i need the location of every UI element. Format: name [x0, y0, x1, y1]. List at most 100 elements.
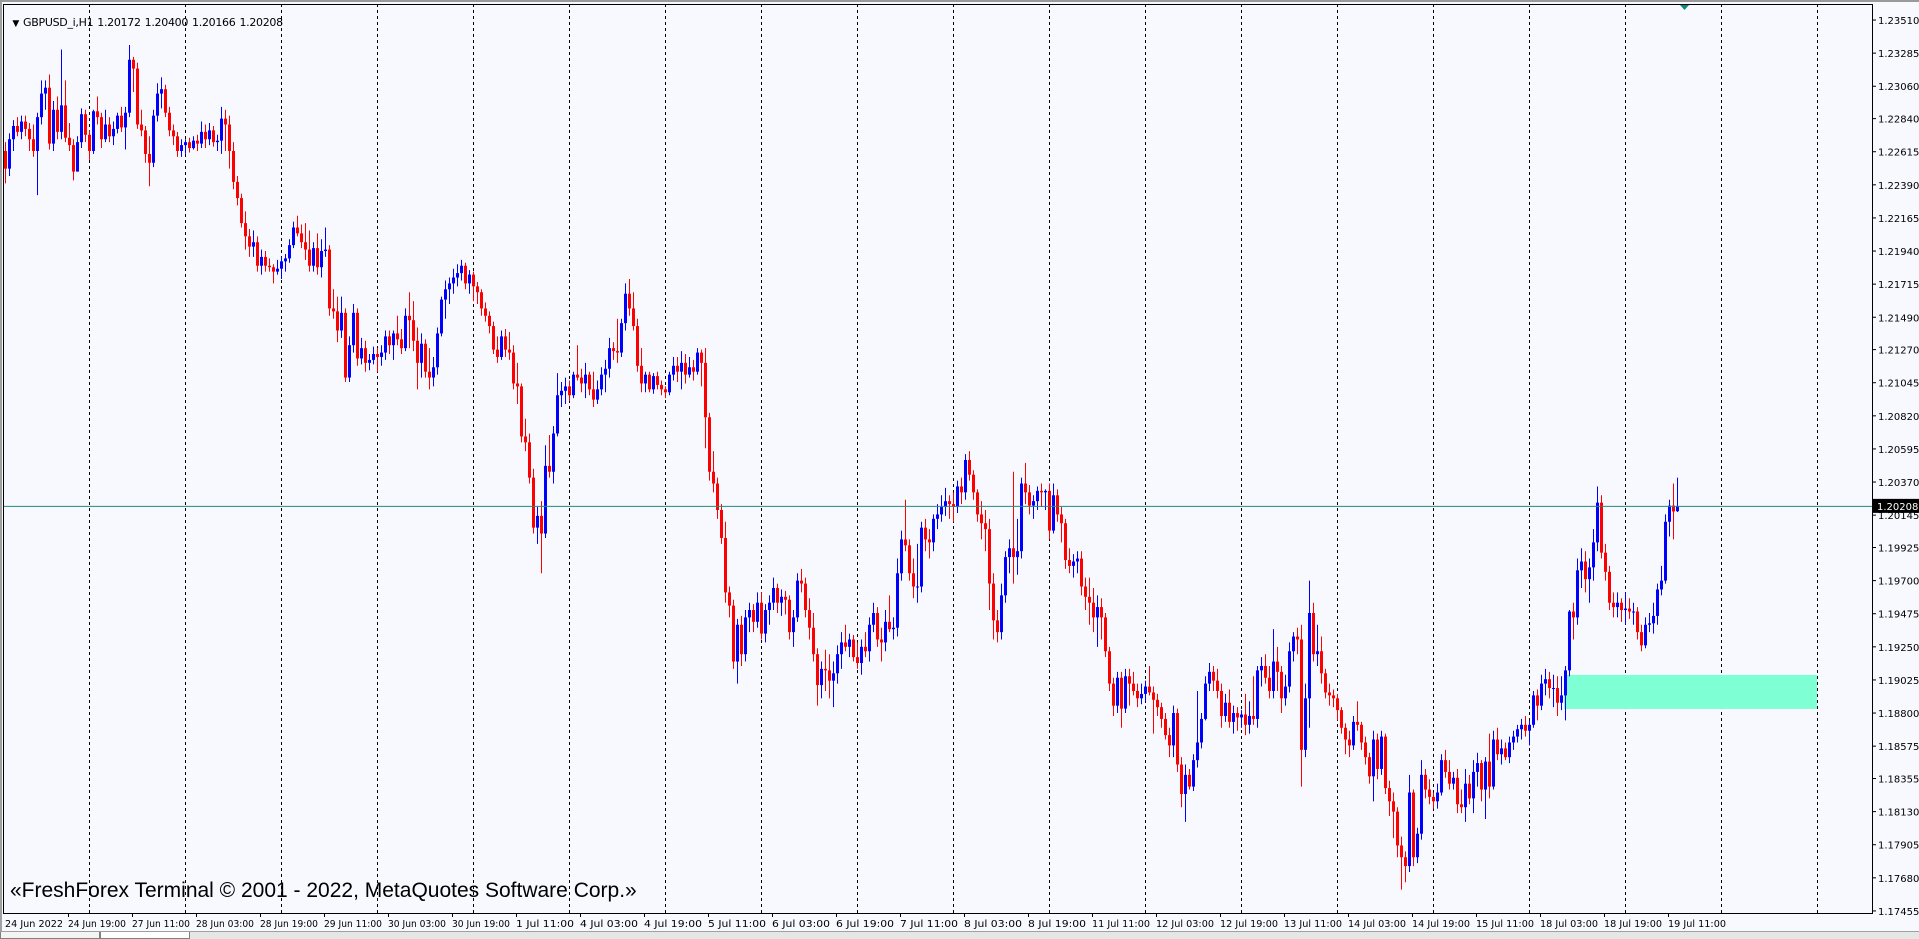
candle-body-bull — [1240, 714, 1243, 718]
candle — [1584, 551, 1587, 593]
candle — [384, 330, 387, 360]
candle — [1016, 518, 1019, 575]
candle — [776, 583, 779, 613]
candle — [940, 495, 943, 522]
candle — [168, 106, 171, 137]
candle — [284, 253, 287, 272]
candle-body-bear — [1108, 651, 1111, 684]
candle-body-bull — [1304, 698, 1307, 750]
candle — [152, 109, 155, 168]
candle — [636, 318, 639, 372]
candle-body-bear — [728, 592, 731, 606]
candle — [308, 230, 311, 272]
candle-body-bear — [948, 501, 951, 505]
candle-body-bull — [1472, 771, 1475, 799]
candle-body-bear — [68, 137, 71, 146]
candle-body-bear — [1128, 676, 1131, 684]
candle — [1324, 668, 1327, 699]
price-tick-label: 1.21940 — [1878, 247, 1919, 258]
candle — [1180, 757, 1183, 808]
candle-body-bull — [1272, 661, 1275, 691]
candle-body-bull — [688, 367, 691, 375]
candle-body-bull — [744, 617, 747, 655]
candle — [1040, 483, 1043, 508]
candle-body-bear — [1336, 698, 1339, 711]
chart-shift-marker-icon[interactable] — [1680, 5, 1689, 10]
triangle-down-icon[interactable]: ▼ — [12, 19, 20, 29]
terminal-watermark: «FreshForex Terminal © 2001 - 2022, Meta… — [10, 879, 637, 902]
price-zone-rectangle[interactable] — [1564, 674, 1817, 709]
candle — [1392, 792, 1395, 839]
candle-body-bull — [112, 128, 115, 137]
candle-body-bear — [1344, 727, 1347, 740]
candle — [612, 342, 615, 360]
candle — [960, 477, 963, 505]
price-tick-label: 1.18355 — [1878, 775, 1919, 786]
candle-body-bull — [680, 362, 683, 372]
candle — [732, 599, 735, 669]
time-axis[interactable]: 24 Jun 2022 24 Jun 19:00 27 Jun 11:00 28 Ju… — [5, 913, 1726, 930]
candle-body-bear — [1608, 571, 1611, 603]
candle-body-bull — [1564, 670, 1567, 696]
candle — [160, 77, 163, 109]
price-tick-label: 1.17905 — [1878, 841, 1919, 852]
candle — [880, 627, 883, 662]
candle — [44, 80, 47, 110]
candle — [728, 586, 731, 618]
candle — [1244, 693, 1247, 736]
time-tick-label: 27 Jun 11:00 — [132, 919, 190, 930]
candle-body-bear — [376, 354, 379, 357]
candle — [908, 539, 911, 581]
candle-body-bull — [1096, 607, 1099, 618]
candle-body-bear — [1244, 714, 1247, 725]
candle-body-bull — [1552, 688, 1555, 690]
candle-body-bull — [756, 602, 759, 622]
candle-body-bear — [1548, 679, 1551, 689]
candle — [364, 340, 367, 372]
candle — [1344, 723, 1347, 755]
candle — [912, 558, 915, 599]
candle — [1424, 768, 1427, 799]
candles — [4, 45, 1679, 890]
candle-body-bear — [824, 668, 827, 671]
candle — [84, 109, 87, 143]
candle-body-bull — [1032, 501, 1035, 506]
candle-body-bear — [136, 68, 139, 125]
candle — [1160, 702, 1163, 728]
candle — [1360, 721, 1363, 750]
price-tick-label: 1.21715 — [1878, 280, 1919, 291]
candle-body-bull — [696, 352, 699, 372]
price-tick-label: 1.18130 — [1878, 808, 1919, 819]
price-tick-label: 1.22165 — [1878, 214, 1919, 225]
candle-body-bear — [488, 315, 491, 327]
price-axis[interactable]: 1.23510 1.23285 1.23060 1.22840 1.22615 1.223… — [1872, 16, 1919, 918]
candle — [312, 242, 315, 272]
candle-body-bear — [1340, 710, 1343, 728]
candle-body-bear — [876, 612, 879, 640]
candle — [484, 302, 487, 322]
price-tick-label: 1.23060 — [1878, 82, 1919, 93]
candle — [1624, 592, 1627, 625]
candle — [836, 645, 839, 684]
candle — [436, 327, 439, 375]
candle-body-bull — [848, 639, 851, 647]
candle-body-bear — [1040, 490, 1043, 493]
candle — [248, 228, 251, 257]
candle-body-bull — [92, 111, 95, 151]
candle-body-bear — [1056, 495, 1059, 515]
candle — [1256, 665, 1259, 728]
price-tick-label: 1.22390 — [1878, 181, 1919, 192]
candle-body-bull — [1288, 651, 1291, 687]
candle-body-bull — [1196, 742, 1199, 761]
time-tick-label: 5 Jul 11:00 — [708, 919, 766, 930]
candle-body-bear — [880, 639, 883, 643]
candle-body-bull — [128, 59, 131, 113]
candle-body-bear — [400, 339, 403, 349]
zone-layer — [1564, 674, 1817, 709]
candle — [68, 123, 71, 151]
candle — [1208, 663, 1211, 691]
candle — [1384, 733, 1387, 794]
candle — [508, 331, 511, 360]
candle — [1572, 602, 1575, 640]
